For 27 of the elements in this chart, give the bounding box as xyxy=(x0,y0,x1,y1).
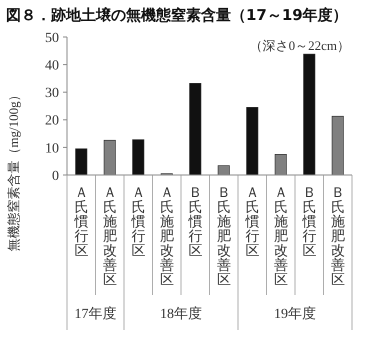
x-tick-label: Ｂ氏施肥改善区 xyxy=(216,186,231,288)
y-axis-title: 無機態窒素含量（mg/100g） xyxy=(6,88,21,252)
y-tick-label: 30 xyxy=(45,86,59,102)
bar xyxy=(132,139,144,176)
y-tick-label: 40 xyxy=(45,58,59,74)
x-tick-label: Ａ氏施肥改善区 xyxy=(102,186,117,288)
x-tick-label: Ａ氏慣行区 xyxy=(73,186,88,259)
chart-title: 図８．跡地土壌の無機態窒素含量（17～19年度） xyxy=(6,6,348,24)
x-tick-label: Ｂ氏慣行区 xyxy=(187,186,202,259)
x-tick-label: Ａ氏慣行区 xyxy=(130,186,146,259)
x-tick-label: Ｂ氏慣行区 xyxy=(301,186,316,259)
y-tick-label: 20 xyxy=(45,114,59,129)
bar xyxy=(189,83,202,176)
x-tick-label: Ｂ氏施肥改善区 xyxy=(330,186,345,288)
text: 18年度 xyxy=(160,306,202,322)
bar xyxy=(246,107,258,176)
text: 19年度 xyxy=(274,306,316,322)
y-tick-label: 10 xyxy=(45,141,59,156)
x-tick-label: Ａ氏慣行区 xyxy=(244,186,260,259)
text: 17年度 xyxy=(74,306,116,322)
x-tick-label: Ａ氏施肥改善区 xyxy=(274,186,288,288)
y-tick-label: 50 xyxy=(45,30,59,46)
annotation: （深さ0～22cm） xyxy=(250,38,350,53)
bar xyxy=(75,148,88,176)
bar xyxy=(303,54,316,176)
x-tick-label: Ａ氏施肥改善区 xyxy=(160,186,174,288)
y-tick-label: 0 xyxy=(52,168,59,184)
